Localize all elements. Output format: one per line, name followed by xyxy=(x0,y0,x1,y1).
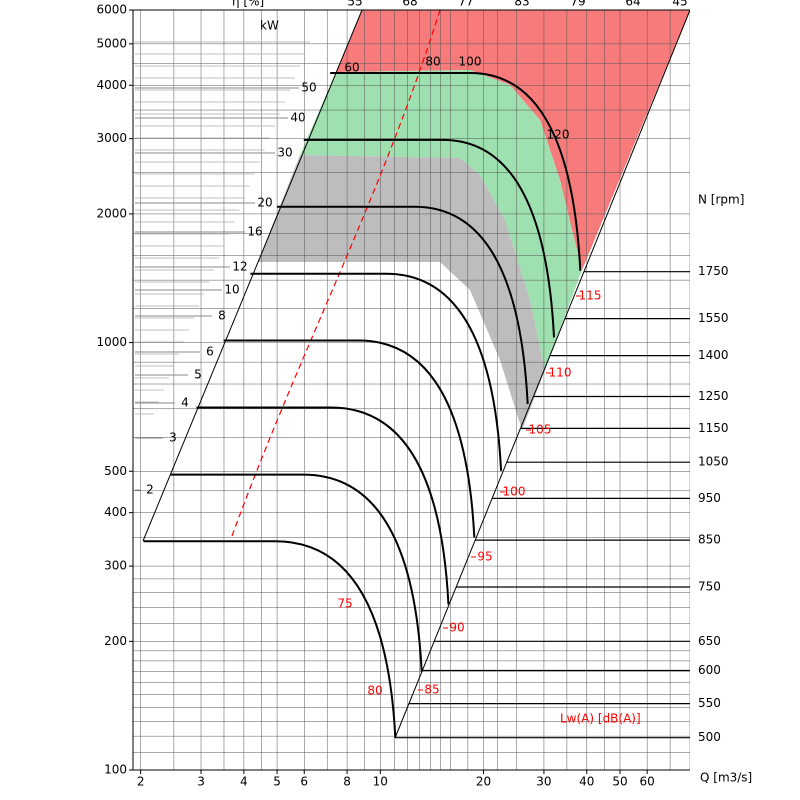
rpm-label: 1400 xyxy=(698,348,729,362)
noise-label: 90 xyxy=(449,621,464,635)
x-tick-label: 2 xyxy=(137,775,145,789)
zones xyxy=(258,10,690,430)
y-tick-label: 5000 xyxy=(96,36,127,50)
speed-curve xyxy=(303,138,556,338)
rpm-label: 1050 xyxy=(698,455,729,469)
marks xyxy=(142,10,690,739)
x-axis-label: Q [m3/s] xyxy=(700,771,752,785)
power-label: 20 xyxy=(257,196,272,210)
x-tick-label: 3 xyxy=(197,775,205,789)
speed-curve xyxy=(143,540,397,738)
rpm-label: 1250 xyxy=(698,389,729,403)
zone xyxy=(336,10,690,270)
efficiency-label: 77 xyxy=(458,0,473,9)
power-label: 60 xyxy=(344,61,359,75)
power-label: 10 xyxy=(224,283,239,297)
rpm-label: 850 xyxy=(698,533,721,547)
x-tick-label: 60 xyxy=(640,775,655,789)
zone xyxy=(300,70,582,370)
rpm-label: 1750 xyxy=(698,264,729,278)
y-tick-label: 500 xyxy=(104,464,127,478)
y-tick-label: 3000 xyxy=(96,131,127,145)
curve-label: 80 xyxy=(425,55,440,69)
grid xyxy=(133,10,690,770)
speed-curve xyxy=(250,272,503,471)
power-label: 8 xyxy=(218,309,226,323)
efficiency-label: 68 xyxy=(402,0,417,9)
efficiency-label: 64 xyxy=(625,0,640,9)
y-tick-label: 2000 xyxy=(96,206,127,220)
power-label: 16 xyxy=(247,225,262,239)
rpm-label: 500 xyxy=(698,730,721,744)
noise-label: 100 xyxy=(503,485,526,499)
left-boundary xyxy=(142,10,363,542)
y-tick-label: 100 xyxy=(104,763,127,777)
rpm-label: 1550 xyxy=(698,311,729,325)
rpm-label: 1150 xyxy=(698,421,729,435)
rpm-label: 600 xyxy=(698,663,721,677)
noise-label: 110 xyxy=(549,366,572,380)
power-label: 30 xyxy=(277,146,292,160)
efficiency-label: 79 xyxy=(570,0,585,9)
y-tick-label: 200 xyxy=(104,634,127,648)
speed-curve xyxy=(223,339,476,538)
efficiency-label: 55 xyxy=(347,0,362,9)
noise-label: 85 xyxy=(424,683,439,697)
rpm-label: 950 xyxy=(698,491,721,505)
x-tick-label: 6 xyxy=(300,775,308,789)
noise-label: 105 xyxy=(529,423,552,437)
y-tick-label: 4000 xyxy=(96,78,127,92)
rpm-label: 550 xyxy=(698,696,721,710)
rpm-label: 650 xyxy=(698,634,721,648)
rpm-label: 750 xyxy=(698,580,721,594)
curve-label: 100 xyxy=(459,55,482,69)
speed-curve xyxy=(330,71,582,271)
y2-axis-label: N [rpm] xyxy=(698,193,744,207)
x-tick-label: 40 xyxy=(579,775,594,789)
noise-title: Lw(A) [dB(A)] xyxy=(560,712,641,726)
labels: 100 200 300 400 500 1000 2000 3000 4000 5000 6000 2… xyxy=(96,0,728,789)
power-label: 4 xyxy=(181,396,189,410)
efficiency-label: η [%] xyxy=(232,0,264,9)
y-tick-label: 1000 xyxy=(96,335,127,349)
noise-label: 80 xyxy=(367,684,382,698)
x-tick-label: 30 xyxy=(536,775,551,789)
power-label: 5 xyxy=(194,368,202,382)
y-tick-label: 400 xyxy=(104,505,127,519)
noise-label: 75 xyxy=(337,597,352,611)
power-label: 6 xyxy=(206,345,214,359)
speed-curve xyxy=(196,406,450,605)
x-tick-label: 8 xyxy=(343,775,351,789)
zone xyxy=(258,155,545,430)
noise-label: 95 xyxy=(477,550,492,564)
power-label: 40 xyxy=(290,111,305,125)
x-tick-label: 20 xyxy=(476,775,491,789)
noise-label: 115 xyxy=(579,289,602,303)
power-label: 12 xyxy=(232,260,247,274)
y-tick-label: 6000 xyxy=(96,3,127,17)
x-tick-label: 4 xyxy=(240,775,248,789)
speed-curve xyxy=(170,473,423,672)
y-tick-label: 300 xyxy=(104,559,127,573)
power-label: 50 xyxy=(301,81,316,95)
power-unit: kW xyxy=(260,19,279,33)
efficiency-label: 83 xyxy=(514,0,529,9)
curve-label: 120 xyxy=(547,128,570,142)
x-tick-label: 5 xyxy=(273,775,281,789)
right-boundary xyxy=(394,10,690,739)
x-tick-label: 10 xyxy=(373,775,388,789)
efficiency-label: 45 xyxy=(672,0,687,9)
x-tick-label: 50 xyxy=(612,775,627,789)
power-label: 2 xyxy=(146,483,154,497)
speed-curve xyxy=(277,205,529,405)
power-label: 3 xyxy=(169,431,177,445)
